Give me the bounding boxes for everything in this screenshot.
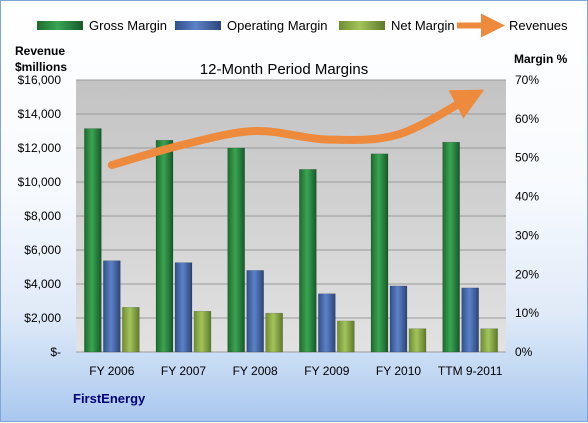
- bar-gross-margin: [84, 128, 102, 353]
- bar-operating-margin: [103, 260, 121, 353]
- bar-net-margin: [337, 320, 355, 353]
- left-axis-ticks: $- $2,000 $4,000 $6,000 $8,000 $10,000 $12,000…: [18, 73, 62, 359]
- left-tick-label: $16,000: [18, 73, 62, 87]
- right-tick-label: 70%: [515, 73, 539, 87]
- right-tick-label: 0%: [515, 345, 533, 359]
- right-tick-label: 50%: [515, 151, 539, 165]
- right-axis-ticks: 0% 10% 20% 30% 40% 50% 60% 70%: [515, 73, 539, 359]
- right-tick-label: 60%: [515, 112, 539, 126]
- x-axis-ticks: FY 2006 FY 2007 FY 2008 FY 2009 FY 2010 TTM 9…: [89, 364, 502, 378]
- left-tick-label: $14,000: [18, 107, 62, 121]
- right-tick-label: 30%: [515, 228, 539, 242]
- right-tick-label: 20%: [515, 267, 539, 281]
- bar-net-margin: [265, 312, 283, 353]
- legend-swatch-net-margin: [339, 21, 385, 30]
- bar-operating-margin: [389, 285, 408, 353]
- chart-title: 12-Month Period Margins: [200, 61, 368, 78]
- bar-operating-margin: [174, 262, 193, 353]
- left-tick-label: $4,000: [24, 277, 61, 291]
- bar-operating-margin: [318, 293, 336, 353]
- left-tick-label: $12,000: [18, 141, 62, 155]
- bar-gross-margin: [227, 147, 245, 353]
- x-tick-label: FY 2007: [161, 364, 206, 378]
- bar-net-margin: [408, 328, 427, 353]
- bar-series: [84, 128, 498, 353]
- x-tick-label: FY 2008: [233, 364, 278, 378]
- left-tick-label: $10,000: [18, 175, 62, 189]
- gridlines: [76, 79, 506, 353]
- bar-net-margin: [480, 328, 498, 353]
- legend-label-net-margin: Net Margin: [391, 18, 455, 33]
- x-tick-label: TTM 9-2011: [438, 364, 503, 378]
- bar-gross-margin: [155, 139, 174, 353]
- series-gross-margin: [84, 128, 460, 353]
- legend-label-revenues: Revenues: [509, 18, 568, 33]
- bar-net-margin: [122, 307, 140, 353]
- right-tick-label: 10%: [515, 306, 539, 320]
- legend-swatch-operating-margin: [175, 21, 221, 30]
- bar-operating-margin: [461, 287, 479, 353]
- x-tick-label: FY 2009: [304, 364, 349, 378]
- left-axis-title-line1: Revenue: [15, 44, 65, 58]
- x-tick-label: FY 2006: [89, 364, 134, 378]
- bar-gross-margin: [370, 153, 389, 353]
- legend-label-operating-margin: Operating Margin: [227, 18, 327, 33]
- left-tick-label: $2,000: [24, 311, 61, 325]
- series-net-margin: [122, 307, 498, 353]
- bar-net-margin: [193, 310, 212, 353]
- bar-gross-margin: [442, 141, 460, 353]
- right-tick-label: 40%: [515, 190, 539, 204]
- chart-legend: Gross Margin Operating Margin Net Margin Re…: [37, 13, 568, 38]
- left-tick-label: $-: [50, 345, 61, 359]
- revenue-line: [107, 89, 485, 169]
- x-tick-label: FY 2010: [376, 364, 421, 378]
- company-name: FirstEnergy: [73, 391, 146, 406]
- revenue-line-series: [107, 89, 485, 169]
- series-operating-margin: [103, 260, 479, 353]
- left-axis-title-line2: $millions: [15, 60, 67, 74]
- right-axis-title: Margin %: [514, 52, 568, 66]
- bar-operating-margin: [246, 270, 264, 353]
- left-tick-label: $8,000: [24, 209, 61, 223]
- legend-swatch-gross-margin: [37, 21, 83, 30]
- left-tick-label: $6,000: [24, 243, 61, 257]
- legend-label-gross-margin: Gross Margin: [89, 18, 167, 33]
- bar-gross-margin: [299, 169, 317, 353]
